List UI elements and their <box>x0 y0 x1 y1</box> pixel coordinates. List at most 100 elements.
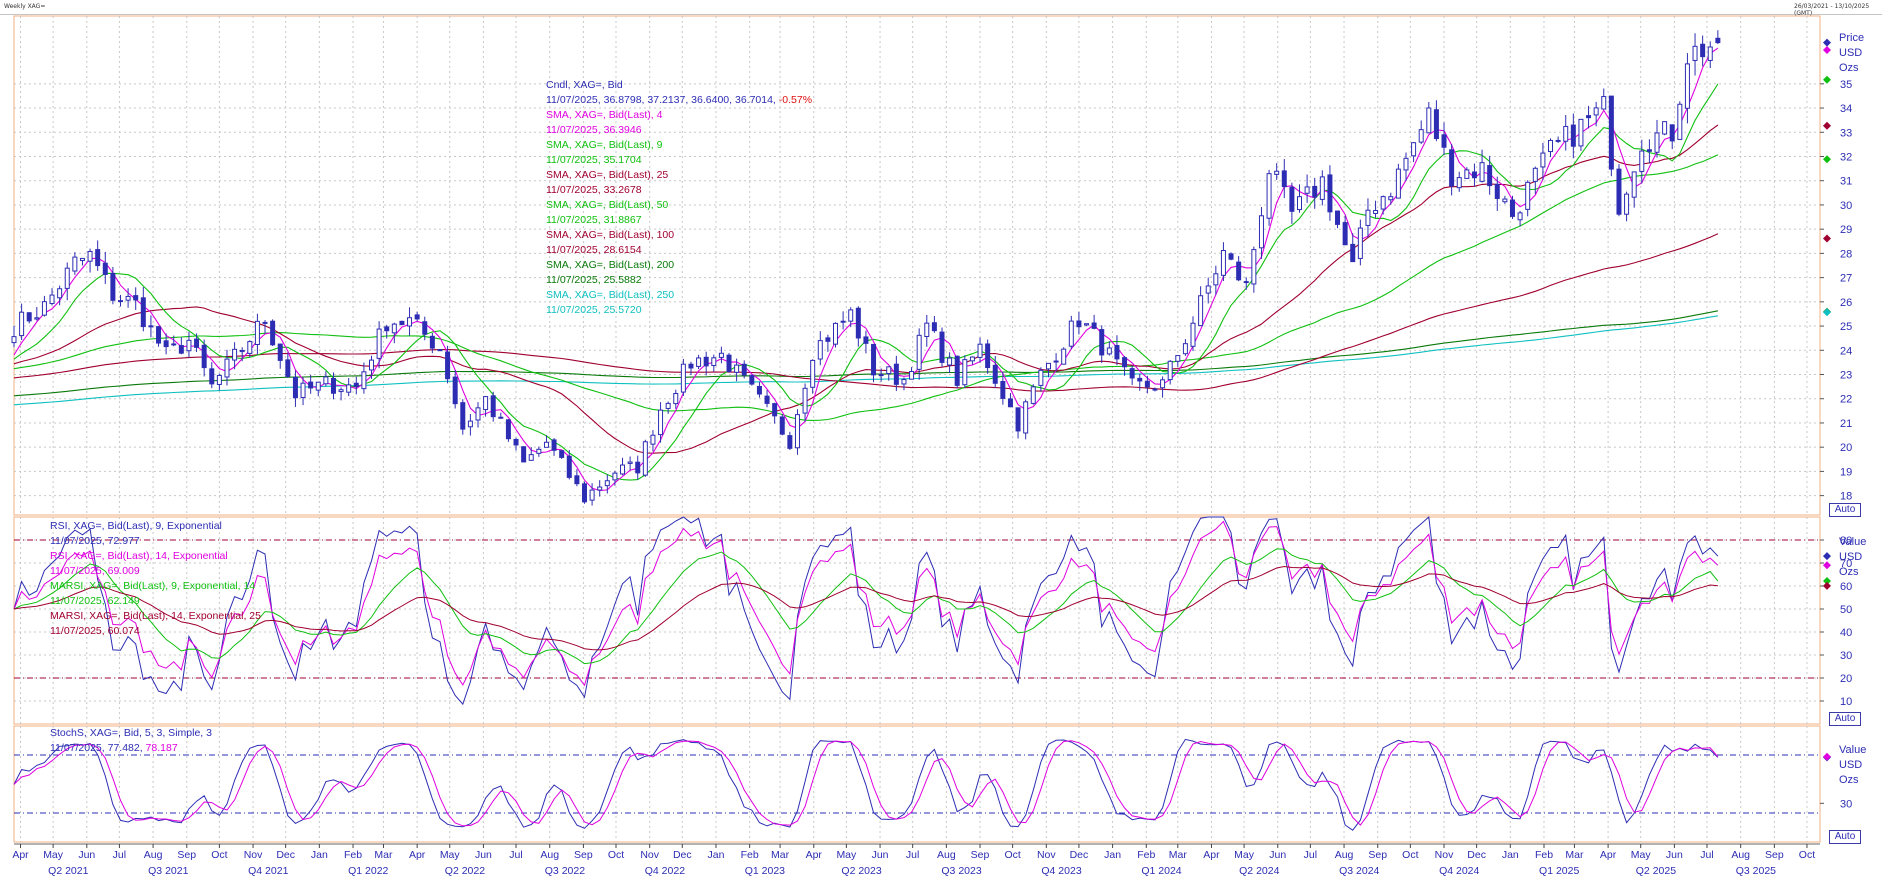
rsi-panel-frame <box>13 516 1821 725</box>
candle-body <box>817 340 823 360</box>
candle-body <box>711 357 717 366</box>
candle-body <box>1007 398 1013 408</box>
candle-body <box>1175 355 1181 362</box>
month-tick-label: Feb <box>344 849 362 861</box>
candle-body <box>49 294 55 305</box>
candle-body <box>19 311 25 337</box>
candle-body <box>833 322 839 345</box>
sma-4-line <box>13 47 1719 492</box>
candle-body <box>589 489 595 501</box>
candle-body <box>916 334 922 370</box>
candle-body <box>270 320 276 346</box>
candle-body <box>1319 176 1325 200</box>
legend-value-text: 11/07/2025, 31.8867 <box>546 214 642 226</box>
candle-body <box>452 376 458 405</box>
candles <box>11 30 1721 506</box>
candle-body <box>110 272 116 301</box>
candle-body <box>962 359 968 386</box>
candle-body <box>1471 171 1477 179</box>
candle-body <box>878 374 884 377</box>
candle-body <box>277 343 283 361</box>
candle-body <box>224 358 230 378</box>
candle-body <box>72 256 78 272</box>
candle-body <box>1662 121 1668 135</box>
candle-body <box>1076 320 1082 328</box>
candle-body <box>1631 171 1637 198</box>
candle-body <box>1160 379 1166 389</box>
rsi-value-marker <box>1823 577 1831 586</box>
vertical-grid <box>20 16 1808 842</box>
stoch-auto-scale-button[interactable]: Auto <box>1829 830 1861 844</box>
legend-header: SMA, XAG=, Bid(Last), 200 <box>546 259 675 271</box>
candle-body <box>1213 273 1219 286</box>
candle-body <box>1380 196 1386 210</box>
month-tick-label: Apr <box>1600 849 1617 861</box>
month-tick-label: Oct <box>1004 849 1020 861</box>
candle-body <box>559 450 565 458</box>
candle-body <box>954 355 960 386</box>
candle-body <box>1258 215 1264 249</box>
legend-value: 11/07/2025, 31.8867 <box>546 213 812 228</box>
month-tick-label: Jan <box>1104 849 1121 861</box>
candle-body <box>34 317 40 320</box>
candle-body <box>1205 285 1211 294</box>
candle-body <box>1015 407 1021 432</box>
candle-body <box>1548 139 1554 153</box>
candle-body <box>1646 149 1652 152</box>
month-tick-label: Apr <box>12 849 29 861</box>
rsi-auto-scale-button[interactable]: Auto <box>1829 712 1861 726</box>
legend-header: SMA, XAG=, Bid(Last), 9 <box>546 139 663 151</box>
series-value-marker <box>1823 38 1831 47</box>
candle-body <box>620 464 626 475</box>
quarter-tick-label: Q1 2025 <box>1539 865 1579 877</box>
candle-body <box>1509 199 1515 217</box>
price-tick-label: 21 <box>1840 418 1852 430</box>
candle-body <box>680 363 686 393</box>
chart-canvas[interactable]: 18 19 20 21 22 23 24 25 26 27 28 29 30 31 32 33 34 35 10 20… <box>0 14 1882 881</box>
candle-body <box>901 379 907 385</box>
candle-body <box>1152 388 1158 391</box>
legend-header: RSI, XAG=, Bid(Last), 9, Exponential <box>50 520 222 532</box>
quarter-tick-label: Q4 2021 <box>248 865 288 877</box>
month-tick-label: Jul <box>113 849 126 861</box>
quarter-tick-label: Q2 2025 <box>1636 865 1676 877</box>
legend-value-text: 11/07/2025, 72.977 <box>50 535 140 547</box>
candle-body <box>1692 45 1698 61</box>
candle-body <box>1677 103 1683 140</box>
rsi-tick-label: 80 <box>1840 535 1852 547</box>
quarter-tick-label: Q2 2023 <box>841 865 881 877</box>
candle-body <box>1395 168 1401 199</box>
candle-body <box>429 335 435 349</box>
rsi-unit-labels: Value USD Ozs <box>1839 535 1866 580</box>
candle-body <box>909 371 915 380</box>
price-tick-label: 35 <box>1840 79 1852 91</box>
candle-body <box>1335 210 1341 225</box>
candle-body <box>1700 43 1706 58</box>
candle-body <box>148 325 154 328</box>
candle-body <box>1715 37 1721 44</box>
legend-value: 11/07/2025, 36.3946 <box>546 123 812 138</box>
month-tick-label: Nov <box>244 849 263 861</box>
candle-body <box>64 267 70 289</box>
month-tick-label: Dec <box>673 849 692 861</box>
candle-body <box>1373 210 1379 214</box>
month-tick-label: Sep <box>574 849 593 861</box>
candle-body <box>460 402 466 430</box>
candle-body <box>330 377 336 394</box>
candle-body <box>300 382 306 398</box>
quarter-tick-label: Q3 2021 <box>148 865 188 877</box>
candle-body <box>1555 139 1561 142</box>
price-auto-scale-button[interactable]: Auto <box>1829 503 1861 517</box>
candle-body <box>703 356 709 367</box>
candle-body <box>612 472 618 481</box>
window-title-bar: Weekly XAG= 26/03/2021 - 13/10/2025 (GMT… <box>0 0 1882 17</box>
legend-value-text: 11/07/2025, 69.009 <box>50 565 140 577</box>
candle-body <box>102 262 108 275</box>
candle-body <box>658 409 664 436</box>
candle-body <box>1342 222 1348 246</box>
candle-body <box>551 439 557 451</box>
month-tick-label: Sep <box>971 849 990 861</box>
candle-body <box>285 359 291 378</box>
sma-100-line <box>13 233 1719 392</box>
legend-header: SMA, XAG=, Bid(Last), 100 <box>546 229 675 241</box>
